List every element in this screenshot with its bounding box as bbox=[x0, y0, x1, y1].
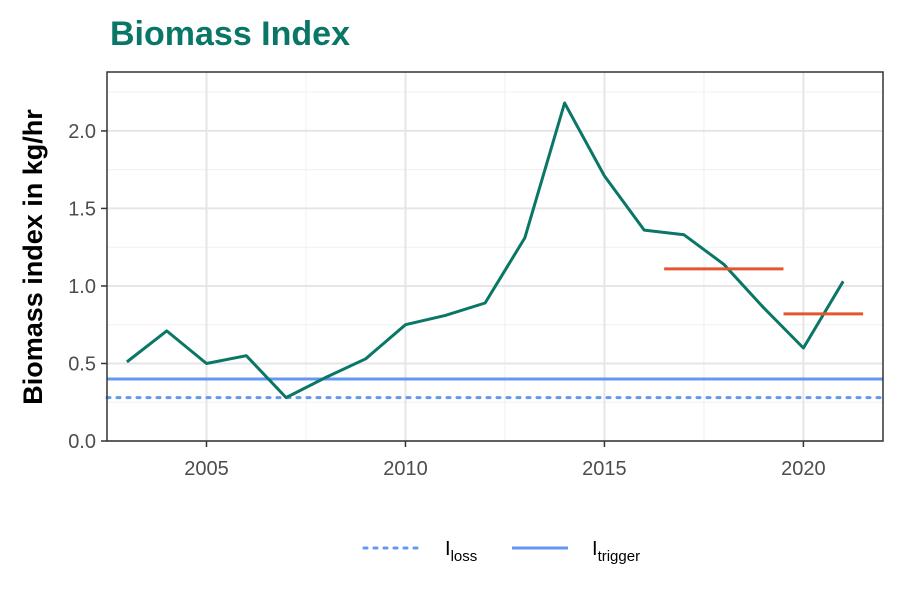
plot-background bbox=[107, 72, 883, 441]
y-axis: 0.0 0.5 1.0 1.5 2.0 bbox=[68, 121, 107, 453]
biomass-series-line bbox=[125, 101, 845, 400]
y-tick-label: 2.0 bbox=[68, 121, 96, 143]
x-axis: 2005 2010 2015 2020 bbox=[184, 441, 826, 480]
y-tick-label: 0.0 bbox=[68, 431, 96, 453]
plot-border bbox=[106, 71, 884, 442]
y-tick-label: 1.5 bbox=[68, 198, 96, 220]
chart-marks bbox=[105, 101, 885, 400]
y-axis-label: Biomass index in kg/hr bbox=[18, 109, 48, 405]
legend-label-trigger: Itrigger bbox=[592, 538, 640, 565]
chart-title: Biomass Index bbox=[110, 15, 350, 53]
x-tick-label: 2015 bbox=[582, 458, 627, 480]
x-tick-label: 2005 bbox=[184, 458, 229, 480]
y-tick-label: 1.0 bbox=[68, 276, 96, 298]
plot-area bbox=[107, 72, 883, 441]
y-tick-label: 0.5 bbox=[68, 353, 96, 375]
x-tick-label: 2010 bbox=[383, 458, 428, 480]
x-tick-label: 2020 bbox=[781, 458, 826, 480]
legend-label-loss: Iloss bbox=[445, 538, 477, 565]
legend: Iloss Itrigger bbox=[362, 538, 640, 565]
